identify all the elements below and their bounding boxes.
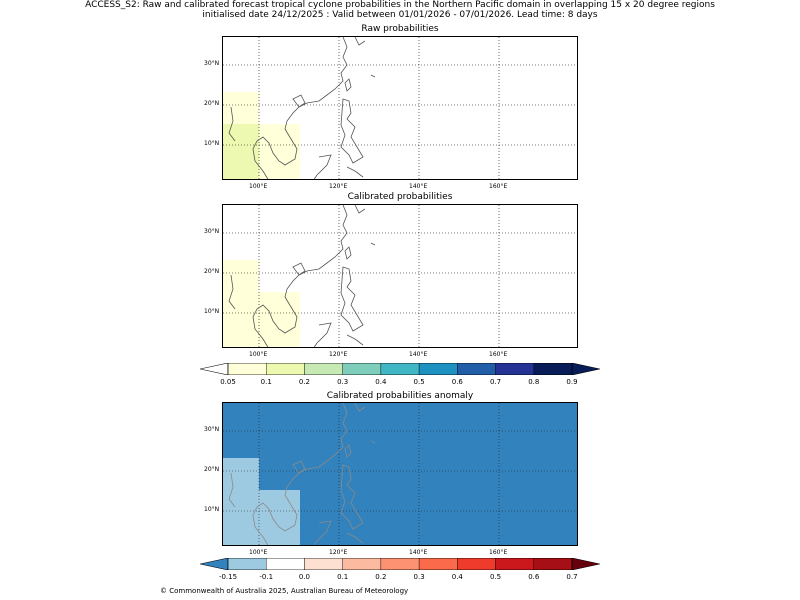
colorbar-tick-label: 0.3 bbox=[413, 573, 425, 581]
lat-label: 10°N bbox=[204, 140, 220, 147]
colorbar-tick-label: 0.5 bbox=[489, 573, 502, 581]
colorbar-tick-label: 0.0 bbox=[298, 573, 311, 581]
colorbar-frame bbox=[227, 558, 573, 570]
colorbar-prob bbox=[200, 363, 600, 375]
colorbar-cell bbox=[227, 363, 267, 375]
lat-label: 30°N bbox=[204, 426, 220, 433]
figure-title-line2: initialised date 24/12/2025 : Valid betw… bbox=[202, 10, 598, 20]
colorbar-tick-label: 0.5 bbox=[413, 378, 425, 386]
map-anomaly-svg bbox=[223, 403, 577, 545]
colorbar-cell bbox=[418, 558, 458, 570]
colorbar-cell bbox=[342, 363, 382, 375]
colorbar-cell bbox=[304, 363, 343, 375]
lat-label: 20°N bbox=[204, 268, 220, 275]
colorbar-tick-label: -0.1 bbox=[259, 573, 274, 581]
colorbar-tick-label: 0.2 bbox=[375, 573, 387, 581]
map-raw-svg bbox=[223, 37, 577, 179]
lat-label: 20°N bbox=[204, 100, 220, 107]
copyright-footer: © Commonwealth of Australia 2025, Austra… bbox=[160, 587, 409, 595]
colorbar-cell bbox=[304, 558, 343, 570]
colorbar-tick-label: 0.6 bbox=[451, 378, 463, 386]
lon-label: 120°E bbox=[329, 351, 348, 358]
colorbar-tick-label: 0.6 bbox=[528, 573, 540, 581]
colorbar-cell bbox=[418, 363, 458, 375]
colorbar-cell bbox=[457, 558, 496, 570]
colorbar-anom bbox=[200, 558, 600, 570]
colorbar-under-arrow bbox=[200, 558, 229, 570]
figure-title-line1: ACCESS_S2: Raw and calibrated forecast t… bbox=[85, 0, 715, 10]
colorbar-cell bbox=[266, 363, 305, 375]
colorbar-tick-label: 0.8 bbox=[528, 378, 540, 386]
gridlines bbox=[223, 403, 577, 545]
lon-label: 140°E bbox=[409, 183, 428, 190]
lon-label: 120°E bbox=[329, 183, 348, 190]
colorbar-tick-label: 0.4 bbox=[375, 378, 387, 386]
map-calibrated-svg bbox=[223, 205, 577, 347]
colorbar-cell bbox=[457, 363, 496, 375]
coastlines bbox=[228, 37, 376, 179]
lat-label: 30°N bbox=[204, 60, 220, 67]
prob-region bbox=[223, 260, 259, 347]
colorbar-cell bbox=[533, 558, 573, 570]
panel-title-anomaly: Calibrated probabilities anomaly bbox=[326, 391, 474, 401]
colorbar-cell bbox=[266, 558, 305, 570]
colorbar-tick-label: 0.7 bbox=[489, 378, 502, 386]
map-anomaly bbox=[222, 402, 578, 546]
lat-label: 10°N bbox=[204, 506, 220, 513]
colorbar-tick-label: 0.9 bbox=[566, 378, 578, 386]
colorbar-tick-label: 0.2 bbox=[298, 378, 311, 386]
lon-label: 120°E bbox=[329, 549, 348, 556]
colorbar-cell bbox=[495, 558, 534, 570]
lon-label: 140°E bbox=[409, 351, 428, 358]
lat-label: 30°N bbox=[204, 228, 220, 235]
map-calibrated bbox=[222, 204, 578, 348]
lon-label: 160°E bbox=[489, 549, 508, 556]
lat-label: 10°N bbox=[204, 308, 220, 315]
prob-region bbox=[259, 292, 300, 347]
panel-title-calibrated: Calibrated probabilities bbox=[347, 192, 453, 202]
gridlines bbox=[223, 205, 577, 347]
colorbar-tick-label: 0.4 bbox=[451, 573, 463, 581]
coastlines bbox=[228, 205, 376, 347]
colorbar-cell bbox=[227, 558, 267, 570]
colorbar-cells bbox=[227, 558, 573, 570]
colorbar-tick-label: 0.3 bbox=[337, 378, 349, 386]
colorbar-cell bbox=[533, 363, 573, 375]
colorbar-tick-label: 0.7 bbox=[566, 573, 578, 581]
lon-label: 160°E bbox=[489, 183, 508, 190]
panel-title-raw: Raw probabilities bbox=[361, 24, 439, 34]
lon-label: 160°E bbox=[489, 351, 508, 358]
colorbar-frame bbox=[227, 363, 573, 375]
colorbar-tick-label: -0.15 bbox=[218, 573, 238, 581]
map-raw bbox=[222, 36, 578, 180]
colorbar-tick-label: 0.1 bbox=[260, 378, 272, 386]
coastlines bbox=[228, 403, 376, 545]
colorbar-tick-label: 0.1 bbox=[337, 573, 349, 581]
colorbar-cell bbox=[380, 363, 420, 375]
prob-region bbox=[259, 124, 300, 179]
lon-label: 100°E bbox=[249, 183, 268, 190]
colorbar-cell bbox=[495, 363, 534, 375]
anomaly-region bbox=[223, 458, 259, 545]
colorbar-tick-label: 0.05 bbox=[220, 378, 236, 386]
lon-label: 140°E bbox=[409, 549, 428, 556]
colorbar-over-arrow bbox=[571, 363, 600, 375]
lon-label: 100°E bbox=[249, 549, 268, 556]
colorbar-cell bbox=[342, 558, 382, 570]
lon-label: 100°E bbox=[249, 351, 268, 358]
colorbar-cells bbox=[227, 363, 573, 375]
colorbar-over-arrow bbox=[571, 558, 600, 570]
anomaly-region bbox=[259, 490, 300, 545]
colorbar-cell bbox=[380, 558, 420, 570]
gridlines bbox=[223, 37, 577, 179]
colorbar-under-arrow bbox=[200, 363, 229, 375]
lat-label: 20°N bbox=[204, 466, 220, 473]
